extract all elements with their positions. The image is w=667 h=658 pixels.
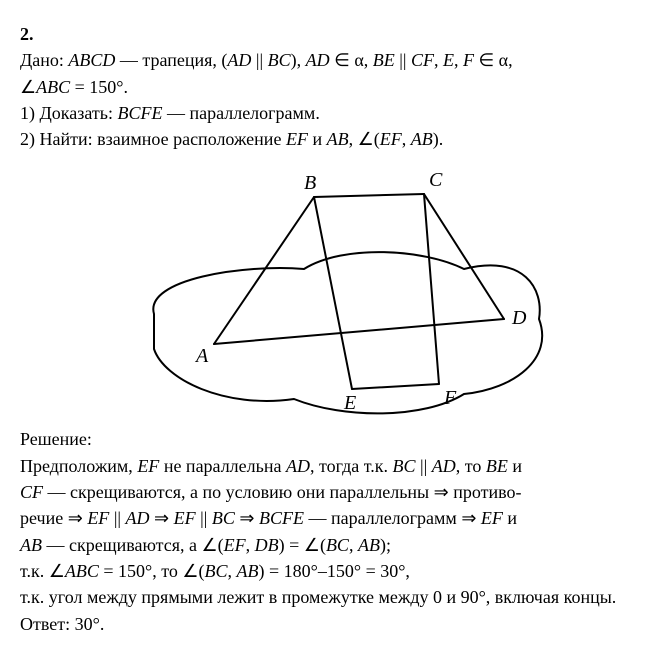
txt: и	[308, 129, 327, 149]
txt: EF	[137, 456, 159, 476]
solution-label: Решение:	[20, 427, 647, 451]
txt: ||	[395, 50, 411, 70]
txt: — скрещиваются, а ∠(	[42, 535, 224, 555]
txt: CF	[411, 50, 434, 70]
problem-number: 2.	[20, 24, 34, 44]
txt: BE	[486, 456, 508, 476]
svg-text:E: E	[343, 392, 356, 414]
txt: , то	[456, 456, 486, 476]
txt: т.к. ∠	[20, 561, 65, 581]
txt: BC	[268, 50, 291, 70]
sol-line5: т.к. ∠ABC = 150°, то ∠(BC, AB) = 180°–15…	[20, 559, 647, 583]
txt: ),	[291, 50, 306, 70]
txt: DB	[255, 535, 279, 555]
txt: ∈ α,	[330, 50, 373, 70]
txt: ||	[196, 508, 212, 528]
given-line2: ∠ABC = 150°.	[20, 75, 647, 99]
txt: ,	[246, 535, 255, 555]
txt: — параллелограмм.	[162, 103, 319, 123]
txt: AB	[20, 535, 42, 555]
txt: ,	[434, 50, 443, 70]
txt: — трапеция, (	[115, 50, 227, 70]
txt: ∈ α,	[474, 50, 513, 70]
txt: ).	[433, 129, 444, 149]
svg-text:D: D	[511, 307, 527, 329]
txt: EF	[224, 535, 246, 555]
txt: — скрещиваются, а по условию они паралле…	[43, 482, 521, 502]
svg-text:F: F	[443, 387, 457, 409]
txt: BC	[393, 456, 416, 476]
txt: ABC	[36, 77, 70, 97]
txt: ⇒	[235, 508, 259, 528]
txt: , ∠(	[349, 129, 380, 149]
txt: ,	[349, 535, 358, 555]
txt: Ответ:	[20, 614, 75, 634]
txt: AD	[126, 508, 150, 528]
txt: EF	[481, 508, 503, 528]
txt: = 150°.	[70, 77, 128, 97]
txt: ||	[416, 456, 432, 476]
txt: ) = 180°–150° = 30°,	[259, 561, 410, 581]
txt: 30°.	[75, 614, 105, 634]
txt: AD	[306, 50, 330, 70]
txt: EF	[286, 129, 308, 149]
txt: = 150°, то ∠(	[99, 561, 205, 581]
txt: 2) Найти: взаимное расположение	[20, 129, 286, 149]
sol-line2: CF — скрещиваются, а по условию они пара…	[20, 480, 647, 504]
txt: и	[508, 456, 522, 476]
txt: и	[503, 508, 517, 528]
txt: AD	[227, 50, 251, 70]
txt: ||	[251, 50, 267, 70]
task1: 1) Доказать: BCFE — параллелограмм.	[20, 101, 647, 125]
txt: ,	[402, 129, 411, 149]
txt: EF	[87, 508, 109, 528]
txt: );	[380, 535, 391, 555]
txt: F	[463, 50, 474, 70]
txt: ,	[454, 50, 463, 70]
svg-text:C: C	[429, 169, 443, 191]
txt: AD	[432, 456, 456, 476]
txt: BE	[373, 50, 395, 70]
problem-content: 2. Дано: ABCD — трапеция, (AD || BC), AD…	[20, 22, 647, 636]
txt: AB	[327, 129, 349, 149]
txt: Предположим,	[20, 456, 137, 476]
txt: BCFE	[117, 103, 162, 123]
svg-text:A: A	[194, 345, 209, 367]
txt: ⇒	[150, 508, 174, 528]
txt: EF	[174, 508, 196, 528]
txt: ABC	[65, 561, 99, 581]
txt: — параллелограмм ⇒	[304, 508, 481, 528]
txt: BC	[205, 561, 228, 581]
txt: ∠	[20, 77, 36, 97]
txt: CF	[20, 482, 43, 502]
txt: 1) Доказать:	[20, 103, 117, 123]
txt: AB	[411, 129, 433, 149]
txt: ||	[109, 508, 125, 528]
given-line1: Дано: ABCD — трапеция, (AD || BC), AD ∈ …	[20, 48, 647, 72]
sol-line1: Предположим, EF не параллельна AD, тогда…	[20, 454, 647, 478]
txt: BCFE	[259, 508, 304, 528]
txt: E	[443, 50, 454, 70]
txt: AB	[237, 561, 259, 581]
task2: 2) Найти: взаимное расположение EF и AB,…	[20, 127, 647, 151]
txt: речие ⇒	[20, 508, 87, 528]
geometry-figure: A B C D E F	[124, 159, 544, 419]
txt: ABCD	[68, 50, 115, 70]
answer-line: Ответ: 30°.	[20, 612, 647, 636]
sol-line4: AB — скрещиваются, а ∠(EF, DB) = ∠(BC, A…	[20, 533, 647, 557]
txt: BC	[326, 535, 349, 555]
given-label: Дано:	[20, 50, 64, 70]
txt: BC	[212, 508, 235, 528]
txt: ,	[228, 561, 237, 581]
svg-text:B: B	[304, 172, 316, 194]
sol-line3: речие ⇒ EF || AD ⇒ EF || BC ⇒ BCFE — пар…	[20, 506, 647, 530]
txt: ) = ∠(	[279, 535, 326, 555]
txt: не параллельна	[159, 456, 286, 476]
txt: AD	[286, 456, 310, 476]
txt: EF	[380, 129, 402, 149]
sol-line6: т.к. угол между прямыми лежит в промежут…	[20, 585, 647, 609]
txt: AB	[358, 535, 380, 555]
txt: , тогда т.к.	[310, 456, 393, 476]
